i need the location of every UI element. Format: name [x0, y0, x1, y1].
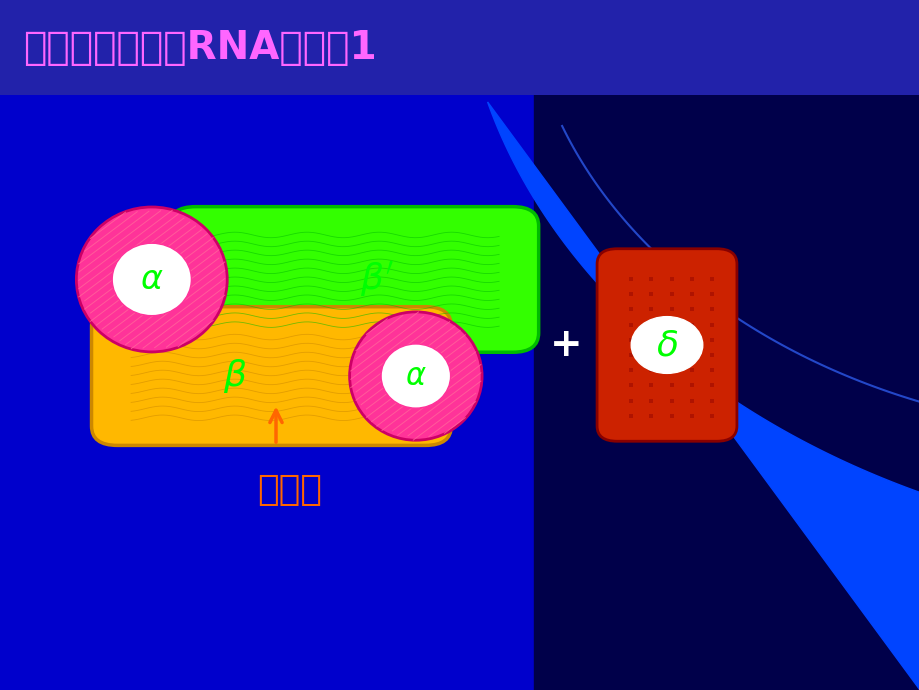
Text: $\alpha$: $\alpha$ [404, 361, 426, 391]
FancyBboxPatch shape [0, 0, 919, 95]
Text: 核心酶: 核心酶 [257, 473, 322, 507]
Ellipse shape [76, 207, 227, 352]
FancyBboxPatch shape [170, 207, 539, 353]
Polygon shape [487, 102, 919, 690]
Ellipse shape [349, 312, 482, 440]
Ellipse shape [112, 244, 191, 316]
Ellipse shape [380, 344, 450, 408]
Text: +: + [549, 326, 582, 364]
Ellipse shape [630, 317, 702, 373]
FancyBboxPatch shape [596, 249, 736, 442]
Polygon shape [533, 0, 919, 690]
Text: $\beta$: $\beta$ [222, 357, 246, 395]
Text: （一）大肠杆菌RNA聚合酶1: （一）大肠杆菌RNA聚合酶1 [23, 28, 376, 67]
FancyBboxPatch shape [91, 306, 451, 446]
Text: $\beta'$: $\beta'$ [359, 259, 394, 299]
Text: $\delta$: $\delta$ [655, 328, 677, 362]
Text: $\alpha$: $\alpha$ [140, 263, 164, 296]
